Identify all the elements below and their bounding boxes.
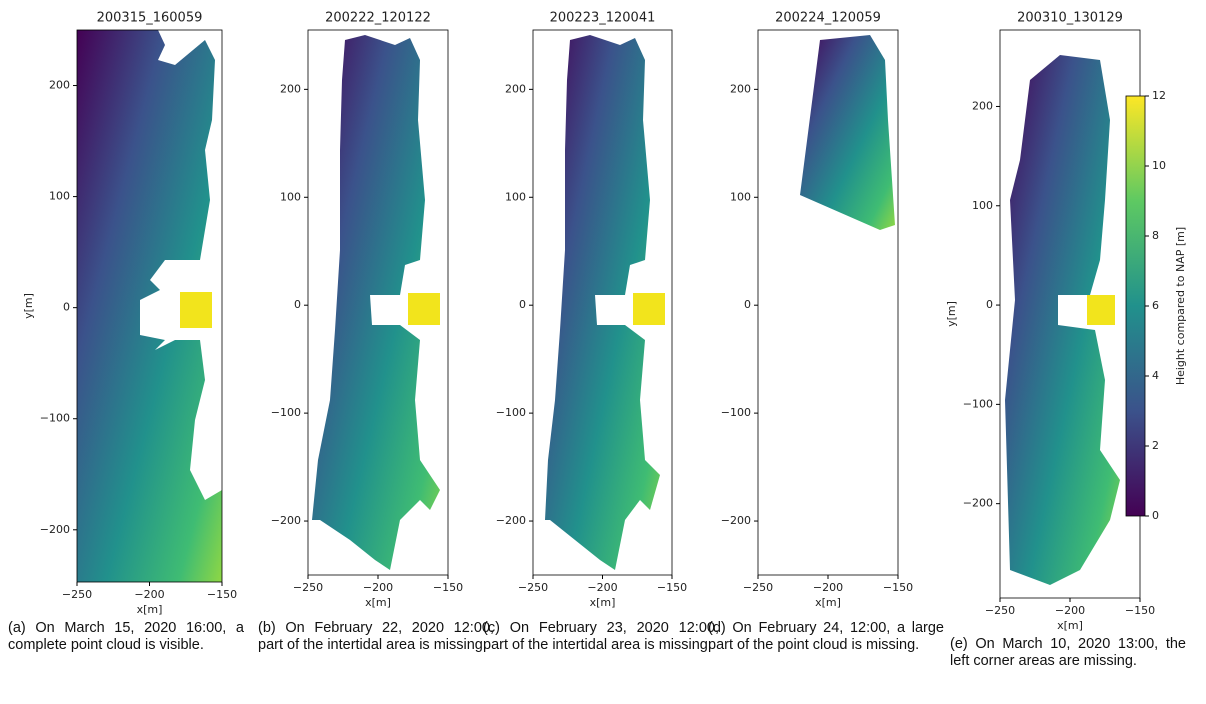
- y-tick-label: 0: [986, 298, 993, 311]
- colorbar: [1125, 95, 1146, 517]
- chart-title: 200315_160059: [97, 11, 203, 26]
- x-tick-label: −250: [62, 588, 92, 601]
- x-tick-label: −200: [1055, 604, 1085, 617]
- point-cloud-a: [77, 30, 222, 582]
- x-axis-label: x[m]: [1057, 619, 1083, 632]
- x-tick-label: −200: [813, 581, 843, 594]
- x-tick-label: −250: [985, 604, 1015, 617]
- y-tick-label: −100: [721, 406, 751, 419]
- caption: (e) On March 10, 2020 13:00, the left co…: [950, 636, 1186, 669]
- point-cloud-d: [800, 35, 895, 230]
- colorbar-tick-label: 10: [1152, 159, 1166, 172]
- x-axis-label: x[m]: [365, 596, 391, 609]
- y-tick-label: −200: [271, 514, 301, 527]
- y-tick-label: 100: [730, 190, 751, 203]
- x-tick-label: −200: [587, 581, 617, 594]
- caption: (c) On February 23, 2020 12:00, part of …: [483, 620, 719, 653]
- y-tick-label: 0: [63, 301, 70, 314]
- colorbar-tick-label: 8: [1152, 229, 1159, 242]
- y-tick-label: 200: [972, 99, 993, 112]
- x-tick-label: −250: [518, 581, 548, 594]
- point-cloud-b: [312, 35, 440, 570]
- x-tick-label: −150: [433, 581, 463, 594]
- y-tick-label: −200: [496, 514, 526, 527]
- x-tick-label: −150: [883, 581, 913, 594]
- chart-title: 200310_130129: [1017, 11, 1123, 26]
- y-tick-label: 100: [49, 190, 70, 203]
- x-tick-label: −150: [1125, 604, 1155, 617]
- colorbar-tick-label: 0: [1152, 509, 1159, 522]
- y-axis-label: y[m]: [22, 293, 35, 319]
- x-axis-label: x[m]: [815, 596, 841, 609]
- x-tick-label: −250: [293, 581, 323, 594]
- caption: (a) On March 15, 2020 16:00, a complete …: [8, 620, 244, 653]
- point-cloud-e: [1005, 55, 1120, 585]
- y-tick-label: 0: [294, 298, 301, 311]
- point-cloud-c: [545, 35, 665, 570]
- caption: (d) On February 24, 12:00, a large part …: [708, 620, 944, 653]
- y-tick-label: −100: [963, 397, 993, 410]
- x-axis-label: x[m]: [137, 603, 163, 616]
- y-tick-label: 0: [744, 298, 751, 311]
- caption: (b) On February 22, 2020 12:00, part of …: [258, 620, 494, 653]
- y-tick-label: 100: [280, 190, 301, 203]
- y-tick-label: −100: [40, 412, 70, 425]
- colorbar-tick-label: 2: [1152, 439, 1159, 452]
- y-tick-label: 0: [519, 298, 526, 311]
- y-tick-label: −200: [40, 523, 70, 536]
- colorbar-label: Height compared to NAP [m]: [1174, 227, 1187, 385]
- colorbar-tick-label: 12: [1152, 89, 1166, 102]
- x-tick-label: −250: [743, 581, 773, 594]
- colorbar-tick-label: 4: [1152, 369, 1159, 382]
- x-tick-label: −150: [657, 581, 687, 594]
- colorbar-tick-label: 6: [1152, 299, 1159, 312]
- y-tick-label: −200: [963, 497, 993, 510]
- chart-title: 200222_120122: [325, 11, 431, 26]
- chart-title: 200223_120041: [550, 11, 656, 26]
- y-tick-label: 200: [730, 82, 751, 95]
- x-tick-label: −200: [134, 588, 164, 601]
- chart-title: 200224_120059: [775, 11, 881, 26]
- y-tick-label: 100: [972, 199, 993, 212]
- y-tick-label: 200: [49, 79, 70, 92]
- y-axis-label: y[m]: [945, 301, 958, 327]
- y-tick-label: 200: [505, 82, 526, 95]
- x-axis-label: x[m]: [590, 596, 616, 609]
- y-tick-label: −100: [496, 406, 526, 419]
- y-tick-label: −100: [271, 406, 301, 419]
- x-tick-label: −150: [207, 588, 237, 601]
- y-tick-label: 200: [280, 82, 301, 95]
- y-tick-label: −200: [721, 514, 751, 527]
- y-tick-label: 100: [505, 190, 526, 203]
- x-tick-label: −200: [363, 581, 393, 594]
